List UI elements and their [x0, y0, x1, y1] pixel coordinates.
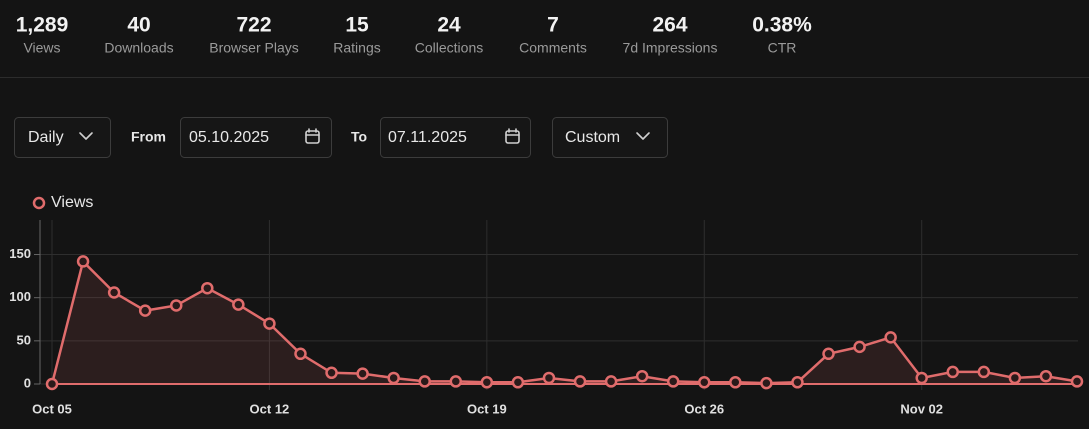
point: [449, 375, 463, 388]
point: [356, 367, 369, 380]
stat-value: 24: [437, 14, 461, 37]
point: [107, 286, 121, 299]
point: [294, 347, 307, 361]
stat-value: 722: [236, 14, 271, 37]
point: [511, 376, 525, 389]
interval-value: Daily: [28, 129, 64, 146]
point: [418, 375, 431, 388]
calendar-icon: [505, 128, 520, 144]
stats: 1,289 Views 40 Downloads 722 Browser Plays 15 R…: [16, 14, 812, 56]
point: [977, 365, 991, 379]
point: [1039, 369, 1053, 383]
point: [138, 304, 152, 317]
point: [791, 376, 804, 389]
point: [729, 376, 742, 389]
stat-label: Ratings: [333, 40, 380, 56]
chevron-icon: [636, 132, 650, 140]
legend-label: Views: [51, 194, 93, 211]
from-date: 05.10.2025: [189, 129, 269, 146]
stat-label: 7d Impressions: [623, 40, 718, 56]
to-label: To: [351, 129, 367, 145]
point: [666, 375, 680, 388]
range-select[interactable]: [552, 117, 668, 158]
point: [698, 376, 711, 389]
stat-value: 7: [547, 14, 559, 37]
stat-value: 264: [652, 14, 687, 37]
y-tick-label: 50: [17, 332, 31, 347]
stat-value: 40: [127, 14, 150, 37]
stat-value: 1,289: [16, 14, 69, 37]
point: [1008, 371, 1022, 385]
stat-value: 15: [345, 14, 369, 37]
point: [946, 365, 960, 379]
y-tick-label: 150: [9, 246, 31, 261]
to-date: 07.11.2025: [388, 129, 467, 146]
y-tick-label: 100: [9, 289, 31, 304]
from-label: From: [131, 129, 166, 145]
line: [50, 258, 1078, 385]
chart: Views 0 50 100 150 Oct 05 Oct 12 Oct 19 Oct 26 No…: [9, 194, 1084, 416]
interval-select[interactable]: [14, 117, 111, 158]
to-date-input[interactable]: [380, 117, 531, 158]
controls: Daily From 05.10.2025 To 07.11.2025 Cust…: [14, 117, 668, 158]
y-tick-label: 0: [24, 375, 31, 390]
range-value: Custom: [565, 129, 620, 146]
stat-label: Comments: [519, 40, 587, 56]
point: [760, 376, 773, 390]
point: [542, 371, 556, 385]
x-tick-label: Nov 02: [900, 401, 943, 416]
stat-label: Views: [23, 40, 60, 56]
from-date-input[interactable]: [180, 117, 332, 158]
point: [45, 377, 59, 391]
area: [52, 261, 1077, 384]
point: [1070, 375, 1084, 388]
point: [169, 299, 183, 312]
point: [325, 366, 338, 380]
point: [387, 371, 400, 385]
point: [822, 347, 835, 361]
point: [201, 281, 214, 295]
x-tick-label: Oct 26: [684, 401, 724, 416]
point: [263, 317, 276, 330]
calendar-icon: [305, 128, 320, 144]
point: [480, 376, 494, 389]
stat-label: Downloads: [104, 40, 173, 56]
point: [76, 255, 90, 268]
point: [604, 375, 618, 388]
point: [915, 371, 928, 385]
point: [853, 340, 866, 354]
x-tick-label: Oct 12: [250, 401, 290, 416]
point: [884, 331, 897, 344]
chevron-icon: [79, 132, 93, 140]
point: [232, 298, 245, 311]
stat-label: Browser Plays: [209, 40, 298, 56]
stat-label: Collections: [415, 40, 483, 56]
point: [573, 375, 587, 388]
stat-label: CTR: [768, 40, 797, 56]
x-tick-label: Oct 05: [32, 401, 72, 416]
x-tick-label: Oct 19: [467, 401, 507, 416]
point: [635, 369, 649, 383]
legend-marker: [32, 196, 46, 210]
stat-value: 0.38%: [752, 14, 812, 37]
